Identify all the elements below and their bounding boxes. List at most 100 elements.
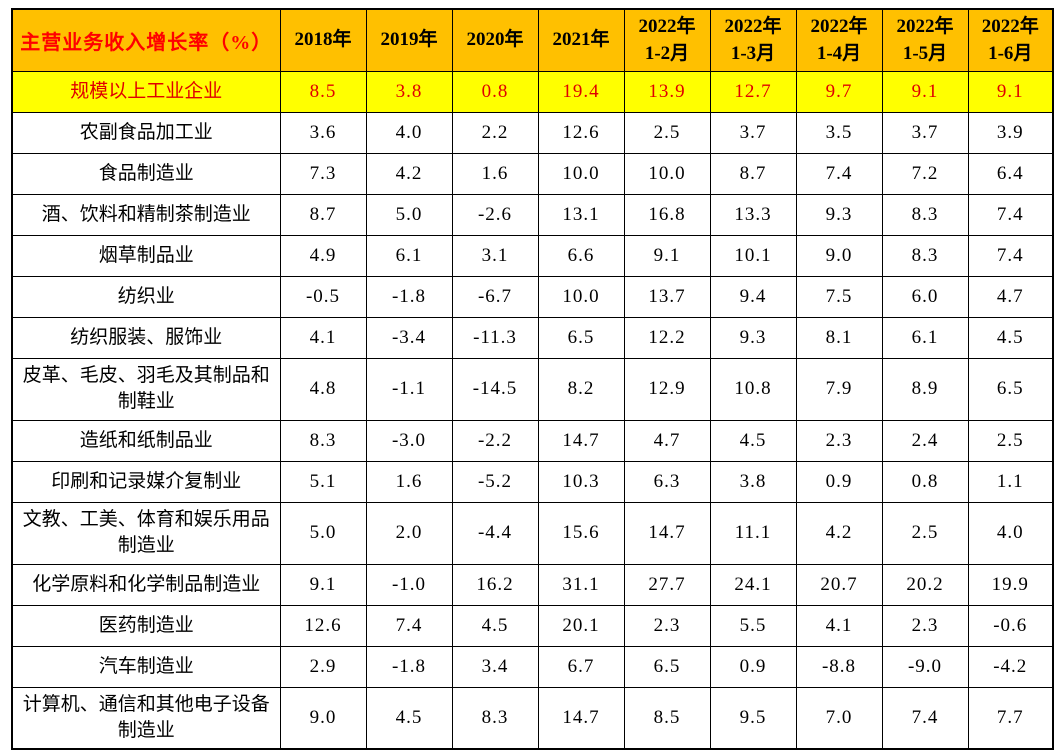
data-cell: -4.2 — [967, 645, 1054, 688]
data-cell: 8.3 — [279, 419, 367, 462]
column-header-5: 2022年 1-2月 — [623, 8, 711, 72]
data-cell: 2.3 — [623, 604, 711, 647]
data-cell: 2.2 — [451, 111, 539, 154]
data-cell: 4.9 — [279, 234, 367, 277]
data-cell: 6.1 — [365, 234, 453, 277]
table-title: 主营业务收入增长率（%） — [11, 8, 281, 72]
data-cell: 10.8 — [709, 357, 797, 421]
data-cell: 5.0 — [279, 501, 367, 565]
data-cell: 7.4 — [795, 152, 883, 195]
data-cell: -1.0 — [365, 563, 453, 606]
row-label: 食品制造业 — [11, 152, 281, 195]
data-cell: 8.7 — [709, 152, 797, 195]
table-body: 规模以上工业企业 8.5 3.8 0.8 19.4 13.9 12.7 9.7 9.1 9.1 农副… — [11, 70, 1054, 750]
column-header-4: 2021年 — [537, 8, 625, 72]
data-cell: 8.3 — [881, 193, 969, 236]
data-cell: 6.7 — [537, 645, 625, 688]
data-cell: 12.2 — [623, 316, 711, 359]
data-cell: 4.2 — [795, 501, 883, 565]
data-cell: -14.5 — [451, 357, 539, 421]
column-header-3: 2020年 — [451, 8, 539, 72]
data-cell: 9.1 — [881, 70, 969, 113]
data-cell: 19.4 — [537, 70, 625, 113]
data-cell: 10.0 — [537, 152, 625, 195]
data-cell: -3.4 — [365, 316, 453, 359]
data-cell: -2.2 — [451, 419, 539, 462]
data-cell: 12.6 — [279, 604, 367, 647]
data-cell: 9.7 — [795, 70, 883, 113]
data-cell: 3.6 — [279, 111, 367, 154]
data-cell: -1.1 — [365, 357, 453, 421]
data-cell: 3.5 — [795, 111, 883, 154]
data-cell: 3.7 — [881, 111, 969, 154]
data-cell: 7.4 — [967, 234, 1054, 277]
data-cell: 4.7 — [967, 275, 1054, 318]
data-cell: 14.7 — [537, 419, 625, 462]
data-cell: 2.5 — [881, 501, 969, 565]
data-cell: -3.0 — [365, 419, 453, 462]
data-cell: 24.1 — [709, 563, 797, 606]
table-row: 医药制造业 12.6 7.4 4.5 20.1 2.3 5.5 4.1 2.3 -0.6 — [11, 604, 1054, 647]
data-cell: 31.1 — [537, 563, 625, 606]
data-cell: 7.0 — [795, 686, 883, 750]
data-cell: 1.6 — [365, 460, 453, 503]
data-cell: 0.8 — [881, 460, 969, 503]
data-cell: 15.6 — [537, 501, 625, 565]
row-label: 纺织服装、服饰业 — [11, 316, 281, 359]
data-cell: 5.5 — [709, 604, 797, 647]
data-cell: 7.4 — [967, 193, 1054, 236]
data-cell: 13.3 — [709, 193, 797, 236]
growth-rate-table: 主营业务收入增长率（%） 2018年 2019年 2020年 2021年 2022年 1… — [11, 8, 1054, 750]
data-cell: 6.1 — [881, 316, 969, 359]
data-cell: 8.9 — [881, 357, 969, 421]
data-cell: 10.0 — [623, 152, 711, 195]
data-cell: 6.5 — [537, 316, 625, 359]
data-cell: 4.5 — [365, 686, 453, 750]
data-cell: 10.0 — [537, 275, 625, 318]
data-cell: 4.5 — [967, 316, 1054, 359]
data-cell: 8.2 — [537, 357, 625, 421]
row-label: 造纸和纸制品业 — [11, 419, 281, 462]
data-cell: 6.0 — [881, 275, 969, 318]
data-cell: -6.7 — [451, 275, 539, 318]
row-label: 计算机、通信和其他电子设备制造业 — [11, 686, 281, 750]
row-label: 农副食品加工业 — [11, 111, 281, 154]
data-cell: 9.1 — [967, 70, 1054, 113]
data-cell: -11.3 — [451, 316, 539, 359]
data-cell: 7.4 — [365, 604, 453, 647]
data-cell: 3.8 — [365, 70, 453, 113]
data-cell: 10.3 — [537, 460, 625, 503]
data-cell: 16.8 — [623, 193, 711, 236]
header-row: 主营业务收入增长率（%） 2018年 2019年 2020年 2021年 2022年 1… — [11, 8, 1054, 72]
data-cell: -1.8 — [365, 645, 453, 688]
table-row: 烟草制品业 4.9 6.1 3.1 6.6 9.1 10.1 9.0 8.3 7.4 — [11, 234, 1054, 277]
table-row: 农副食品加工业 3.6 4.0 2.2 12.6 2.5 3.7 3.5 3.7 3.9 — [11, 111, 1054, 154]
data-cell: 13.1 — [537, 193, 625, 236]
row-label: 印刷和记录媒介复制业 — [11, 460, 281, 503]
data-cell: 4.7 — [623, 419, 711, 462]
data-cell: 27.7 — [623, 563, 711, 606]
data-cell: 3.7 — [709, 111, 797, 154]
row-label: 化学原料和化学制品制造业 — [11, 563, 281, 606]
data-cell: 3.8 — [709, 460, 797, 503]
data-cell: 7.9 — [795, 357, 883, 421]
data-cell: 0.9 — [795, 460, 883, 503]
data-cell: 7.3 — [279, 152, 367, 195]
data-cell: 2.3 — [881, 604, 969, 647]
column-header-7: 2022年 1-4月 — [795, 8, 883, 72]
data-cell: 7.2 — [881, 152, 969, 195]
data-cell: 8.3 — [451, 686, 539, 750]
column-header-1: 2018年 — [279, 8, 367, 72]
data-cell: -9.0 — [881, 645, 969, 688]
data-cell: 4.0 — [967, 501, 1054, 565]
table-row: 酒、饮料和精制茶制造业 8.7 5.0 -2.6 13.1 16.8 13.3 9.3 8.3 7… — [11, 193, 1054, 236]
table-row: 印刷和记录媒介复制业 5.1 1.6 -5.2 10.3 6.3 3.8 0.9 0.8 1.1 — [11, 460, 1054, 503]
data-cell: 6.5 — [623, 645, 711, 688]
row-label: 医药制造业 — [11, 604, 281, 647]
data-cell: 4.1 — [279, 316, 367, 359]
data-cell: 13.7 — [623, 275, 711, 318]
data-cell: 9.3 — [795, 193, 883, 236]
data-cell: 8.5 — [623, 686, 711, 750]
data-cell: 14.7 — [623, 501, 711, 565]
